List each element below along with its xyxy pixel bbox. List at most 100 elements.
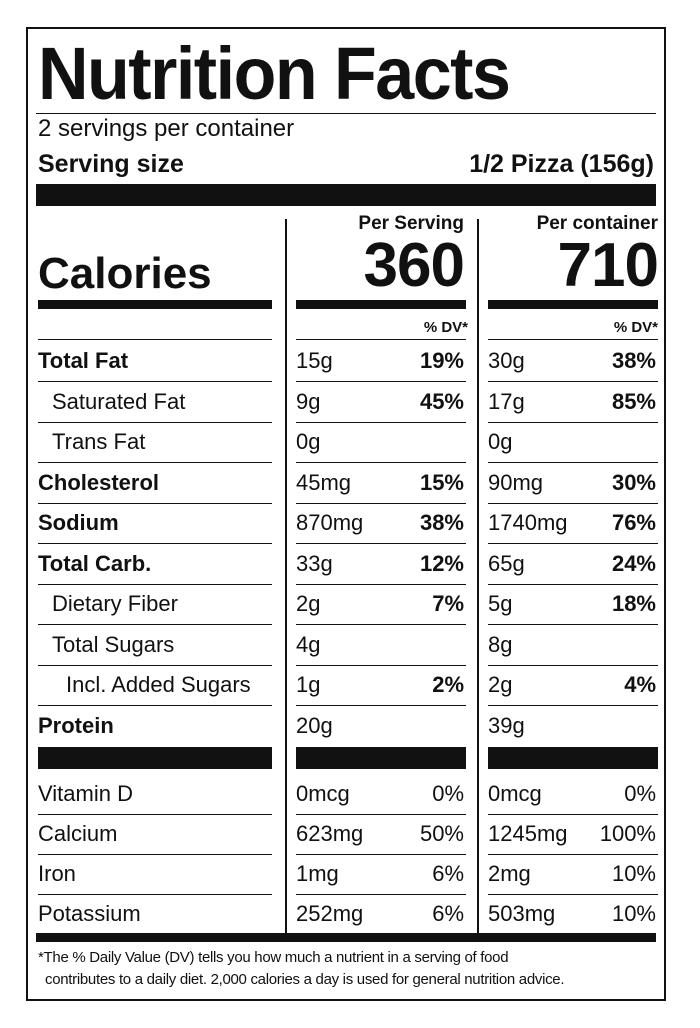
vitamin-bar-container bbox=[488, 747, 658, 769]
row-divider bbox=[38, 462, 272, 463]
calories-label: Calories bbox=[38, 249, 212, 298]
serving-amount: 4g bbox=[296, 631, 321, 657]
nutrient-name: Saturated Fat bbox=[52, 388, 186, 414]
serving-dv: 19% bbox=[419, 348, 464, 373]
container-amount: 39g bbox=[488, 712, 525, 738]
container-dv: 4% bbox=[624, 672, 656, 697]
row-divider bbox=[488, 624, 658, 625]
row-divider bbox=[38, 583, 272, 585]
serving-size-value: 1/2 Pizza (156g) bbox=[469, 150, 654, 178]
nutrient-name: Iron bbox=[38, 861, 76, 886]
nutrient-name: Incl. Added Sugars bbox=[66, 672, 251, 697]
nutrient-name: Total Fat bbox=[38, 348, 129, 373]
serving-dv: 38% bbox=[419, 510, 464, 535]
container-dv bbox=[560, 706, 656, 746]
row-divider bbox=[38, 854, 272, 855]
row-divider bbox=[38, 339, 272, 340]
serving-amount: 252mg bbox=[296, 901, 364, 926]
container-dv: 18% bbox=[611, 591, 656, 616]
footnote: *The % Daily Value (DV) tells you how mu… bbox=[38, 947, 658, 991]
container-amount: 8g bbox=[488, 631, 513, 657]
serving-dv bbox=[368, 625, 464, 665]
calories-bar-serving bbox=[296, 300, 466, 309]
nutrient-name: Protein bbox=[38, 712, 114, 738]
serving-amount: 0g bbox=[296, 429, 321, 454]
serving-amount: 623mg bbox=[296, 821, 364, 846]
serving-dv: 45% bbox=[419, 388, 464, 414]
container-amount: 2g bbox=[488, 672, 513, 697]
row-divider bbox=[38, 624, 272, 625]
nutrient-name: Total Carb. bbox=[38, 550, 152, 576]
serving-dv: 2% bbox=[432, 672, 464, 697]
row-divider bbox=[488, 543, 658, 544]
column-divider-right bbox=[477, 219, 479, 935]
row-divider bbox=[488, 705, 658, 706]
container-amount: 1245mg bbox=[488, 821, 568, 846]
serving-amount: 870mg bbox=[296, 510, 364, 535]
container-dv: 100% bbox=[599, 821, 656, 846]
row-divider bbox=[296, 854, 466, 855]
container-amount: 0mcg bbox=[488, 781, 542, 806]
nutrient-name: Vitamin D bbox=[38, 781, 133, 806]
label-title: Nutrition Facts bbox=[38, 32, 511, 115]
row-divider bbox=[38, 705, 272, 706]
serving-dv: 6% bbox=[432, 861, 464, 886]
row-divider bbox=[296, 502, 466, 504]
servings-per-container: 2 servings per container bbox=[38, 115, 295, 142]
nutrient-name: Trans Fat bbox=[52, 429, 146, 454]
row-divider bbox=[296, 339, 466, 340]
serving-dv: 6% bbox=[432, 901, 464, 926]
row-divider bbox=[296, 705, 466, 706]
row-divider bbox=[38, 894, 272, 895]
row-divider bbox=[488, 894, 658, 895]
container-amount: 0g bbox=[488, 429, 513, 454]
row-divider bbox=[296, 462, 466, 463]
calories-per-container: 710 bbox=[557, 231, 659, 300]
serving-dv bbox=[368, 706, 464, 746]
thick-divider-bottom bbox=[36, 933, 656, 942]
serving-amount: 1g bbox=[296, 672, 321, 697]
title-divider bbox=[36, 113, 656, 114]
serving-dv: 12% bbox=[419, 550, 464, 576]
dv-header-container: % DV* bbox=[613, 319, 658, 336]
serving-dv: 7% bbox=[432, 591, 464, 616]
nutrient-name: Cholesterol bbox=[38, 469, 160, 495]
container-amount: 17g bbox=[488, 388, 525, 414]
container-dv: 0% bbox=[624, 781, 656, 806]
row-divider bbox=[296, 814, 466, 815]
serving-amount: 33g bbox=[296, 550, 333, 576]
dv-header-serving: % DV* bbox=[423, 319, 468, 336]
footnote-line-1: *The % Daily Value (DV) tells you how mu… bbox=[38, 949, 509, 966]
row-divider bbox=[488, 664, 658, 666]
row-divider bbox=[488, 583, 658, 585]
nutrient-name: Sodium bbox=[38, 510, 119, 535]
serving-dv: 15% bbox=[419, 469, 464, 495]
row-divider bbox=[296, 381, 466, 382]
serving-dv: 0% bbox=[432, 781, 464, 806]
serving-amount: 45mg bbox=[296, 469, 352, 495]
container-dv: 76% bbox=[611, 510, 656, 535]
row-divider bbox=[296, 543, 466, 544]
nutrient-name: Dietary Fiber bbox=[52, 591, 178, 616]
column-divider-left bbox=[285, 219, 287, 935]
container-dv bbox=[560, 422, 656, 462]
row-divider bbox=[488, 339, 658, 340]
container-amount: 30g bbox=[488, 348, 525, 373]
serving-amount: 0mcg bbox=[296, 781, 350, 806]
vitamin-bar-serving bbox=[296, 747, 466, 769]
serving-amount: 1mg bbox=[296, 861, 339, 886]
container-dv: 24% bbox=[611, 550, 656, 576]
nutrient-name: Potassium bbox=[38, 901, 141, 926]
container-amount: 5g bbox=[488, 591, 513, 616]
serving-dv bbox=[368, 422, 464, 462]
serving-amount: 15g bbox=[296, 348, 333, 373]
row-divider bbox=[488, 502, 658, 504]
calories-per-serving: 360 bbox=[363, 231, 465, 300]
container-dv bbox=[560, 625, 656, 665]
vitamin-bar-name bbox=[38, 747, 272, 769]
container-amount: 65g bbox=[488, 550, 525, 576]
row-divider bbox=[488, 421, 658, 423]
serving-size-label: Serving size bbox=[38, 150, 184, 178]
row-divider bbox=[38, 381, 272, 382]
nutrition-facts-label: Nutrition Facts 2 servings per container… bbox=[26, 27, 666, 1001]
